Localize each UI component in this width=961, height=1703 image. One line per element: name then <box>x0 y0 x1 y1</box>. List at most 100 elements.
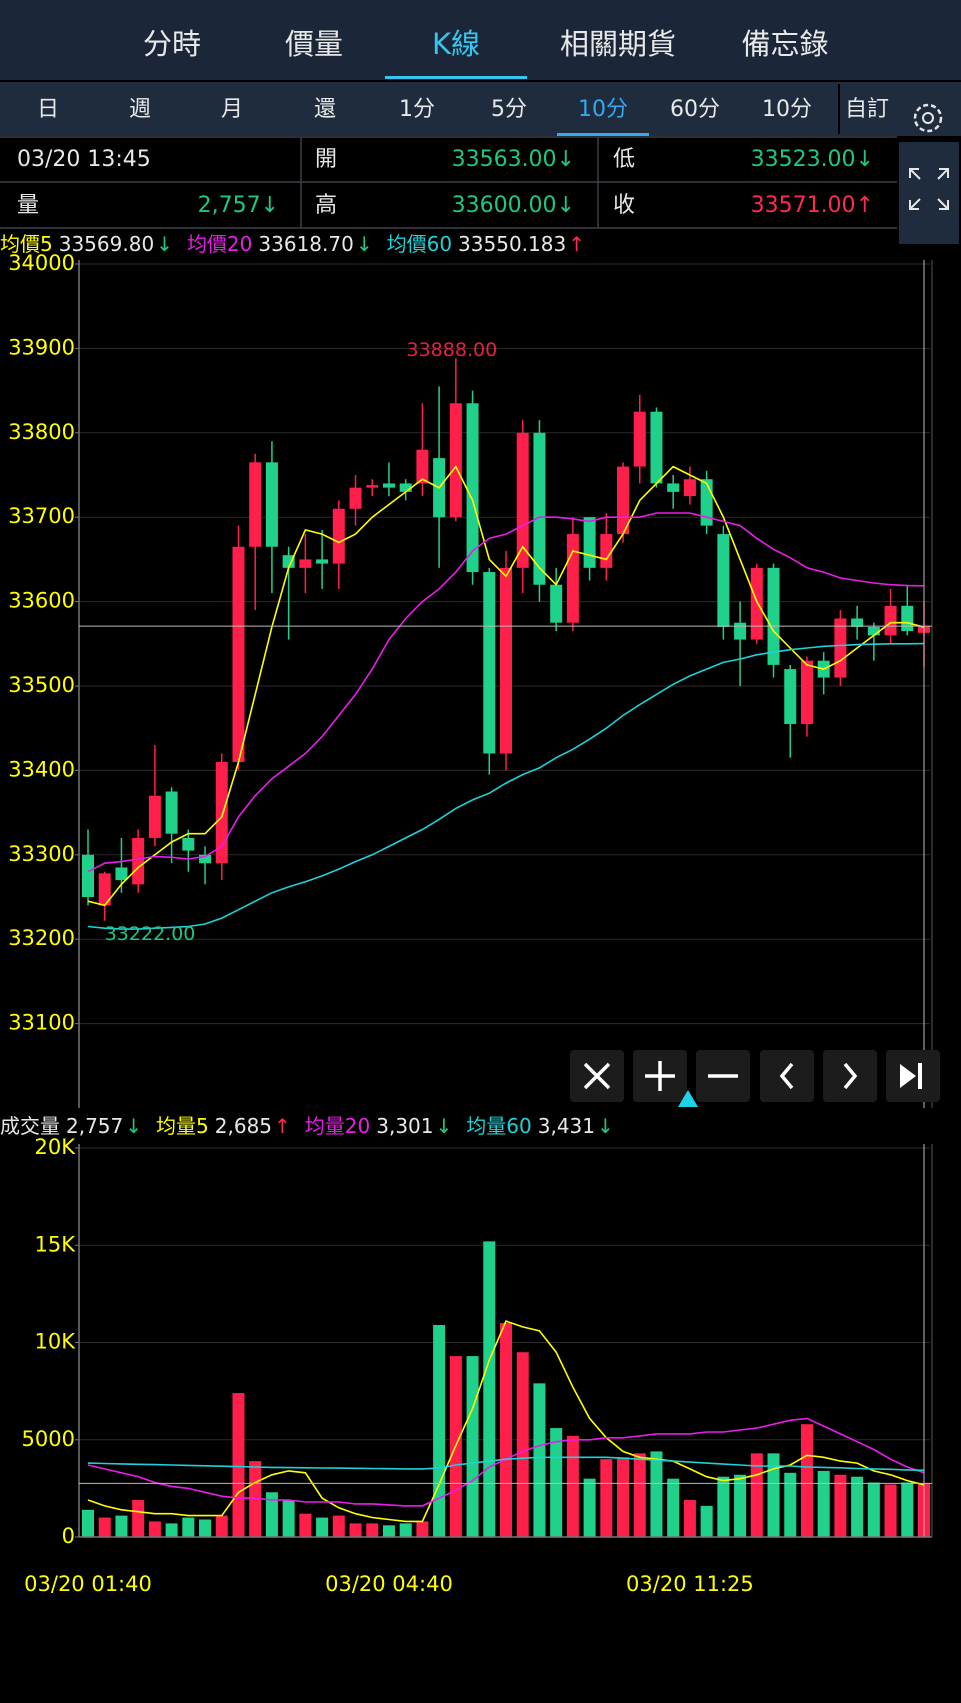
legend-name: 均量20 <box>305 1114 370 1138</box>
x-tick-label: 03/20 11:25 <box>626 1572 754 1596</box>
period-button[interactable]: 月 <box>221 97 243 122</box>
left-icon[interactable] <box>779 1062 794 1090</box>
candle-body <box>500 567 512 754</box>
period-button[interactable]: 5分 <box>491 97 527 122</box>
quote-arrow: ↓ <box>557 193 575 218</box>
y-tick-label: 0 <box>62 1524 75 1548</box>
tab-underline <box>385 76 527 79</box>
tab[interactable]: 分時 <box>143 27 201 61</box>
expand-icon[interactable] <box>909 168 949 210</box>
period-button[interactable]: 60分 <box>670 97 720 122</box>
y-tick-label: 34000 <box>8 251 75 275</box>
legend: 成交量 2,757 ↓ 均量5 2,685 ↑ 均量20 3,301 ↓ 均量60 3,431 ↓ <box>0 1114 614 1138</box>
candle-body <box>215 761 228 864</box>
candle-body <box>466 403 479 573</box>
candle-body <box>249 462 262 547</box>
volume-bar <box>215 1515 228 1537</box>
quote-label: 低 <box>613 147 635 172</box>
right-button[interactable] <box>823 1050 877 1102</box>
volume-bar <box>349 1523 362 1537</box>
candle-body <box>851 618 864 627</box>
candle-body <box>834 618 847 678</box>
quote-arrow: ↑ <box>856 193 874 218</box>
candle-body <box>550 584 563 623</box>
gear-icon[interactable] <box>913 103 943 133</box>
candle-body <box>182 837 195 851</box>
candle-body <box>165 791 178 834</box>
candle-body <box>734 622 747 640</box>
candle-body <box>299 559 312 568</box>
candle-body <box>199 854 212 864</box>
y-tick-label: 5000 <box>22 1427 75 1451</box>
close-icon[interactable] <box>583 1062 611 1090</box>
candle-body <box>800 660 813 724</box>
period-button[interactable]: 日 <box>37 97 59 122</box>
volume-bar <box>767 1453 780 1537</box>
quote-number: 33563.00 <box>452 147 557 172</box>
tab[interactable]: K線 <box>432 27 480 61</box>
period-button[interactable]: 還 <box>314 97 336 122</box>
volume-bar <box>132 1500 145 1537</box>
candle-body <box>265 462 278 547</box>
volume-bar <box>533 1383 546 1537</box>
legend-arrow: ↓ <box>436 1114 453 1138</box>
volume-bar <box>817 1470 830 1537</box>
settings-button[interactable] <box>913 103 943 133</box>
volume-bar <box>382 1525 395 1537</box>
left-button[interactable] <box>760 1050 814 1102</box>
y-tick-label: 33300 <box>8 842 75 866</box>
legend-name: 均量5 <box>156 1114 209 1138</box>
volume-bar <box>784 1472 797 1537</box>
end-bar[interactable] <box>918 1063 922 1089</box>
volume-bar <box>249 1461 262 1537</box>
tab[interactable]: 備忘錄 <box>741 27 828 61</box>
candle-body <box>867 626 880 636</box>
volume-bar <box>282 1500 295 1537</box>
volume-bar <box>717 1476 730 1537</box>
candle-body <box>717 534 730 627</box>
legend-value: 33618.70 <box>258 232 353 256</box>
legend-arrow: ↓ <box>125 1114 142 1138</box>
volume-bar <box>901 1482 914 1537</box>
min-label: 33222.00 <box>105 923 196 945</box>
y-tick-label: 33900 <box>8 335 75 359</box>
plus-icon[interactable] <box>645 1061 675 1091</box>
y-tick-label: 33400 <box>8 757 75 781</box>
end-icon[interactable] <box>900 1064 916 1088</box>
candle-body <box>232 546 245 762</box>
period-button[interactable]: 週 <box>129 97 151 122</box>
volume-bar <box>148 1521 161 1537</box>
period-button[interactable]: 10分 <box>762 97 812 122</box>
expand-button[interactable] <box>899 142 959 244</box>
candle-body <box>583 517 596 568</box>
tab-bar <box>0 0 961 80</box>
candle-body <box>282 555 295 568</box>
expand-bg[interactable] <box>899 142 959 244</box>
gear-hub[interactable] <box>922 112 934 124</box>
volume-bar <box>466 1356 479 1537</box>
volume-bar <box>366 1523 379 1537</box>
zoom-controls <box>570 1050 940 1107</box>
volume-bar <box>667 1478 680 1537</box>
quote-number: 33523.00 <box>751 147 856 172</box>
volume-bar <box>734 1474 747 1537</box>
candle-body <box>349 487 362 509</box>
period-button[interactable]: 自訂 <box>845 97 889 122</box>
candle-body <box>382 483 395 488</box>
period-button[interactable]: 1分 <box>399 97 435 122</box>
quote-label: 高 <box>315 193 337 218</box>
candle-body <box>483 572 496 754</box>
tab[interactable]: 相關期貨 <box>560 27 676 61</box>
period-button[interactable]: 10分 <box>578 97 628 122</box>
volume-bar <box>299 1513 312 1537</box>
cursor-marker <box>678 1090 698 1107</box>
quote-number: 33571.00 <box>751 193 856 218</box>
volume-bar <box>416 1521 429 1537</box>
tab[interactable]: 價量 <box>285 27 343 61</box>
candle-body <box>667 483 680 492</box>
legend-name: 均量60 <box>466 1114 531 1138</box>
candle-body <box>366 485 379 488</box>
candle-body <box>416 449 429 484</box>
period-underline <box>557 133 649 136</box>
right-icon[interactable] <box>843 1062 858 1090</box>
